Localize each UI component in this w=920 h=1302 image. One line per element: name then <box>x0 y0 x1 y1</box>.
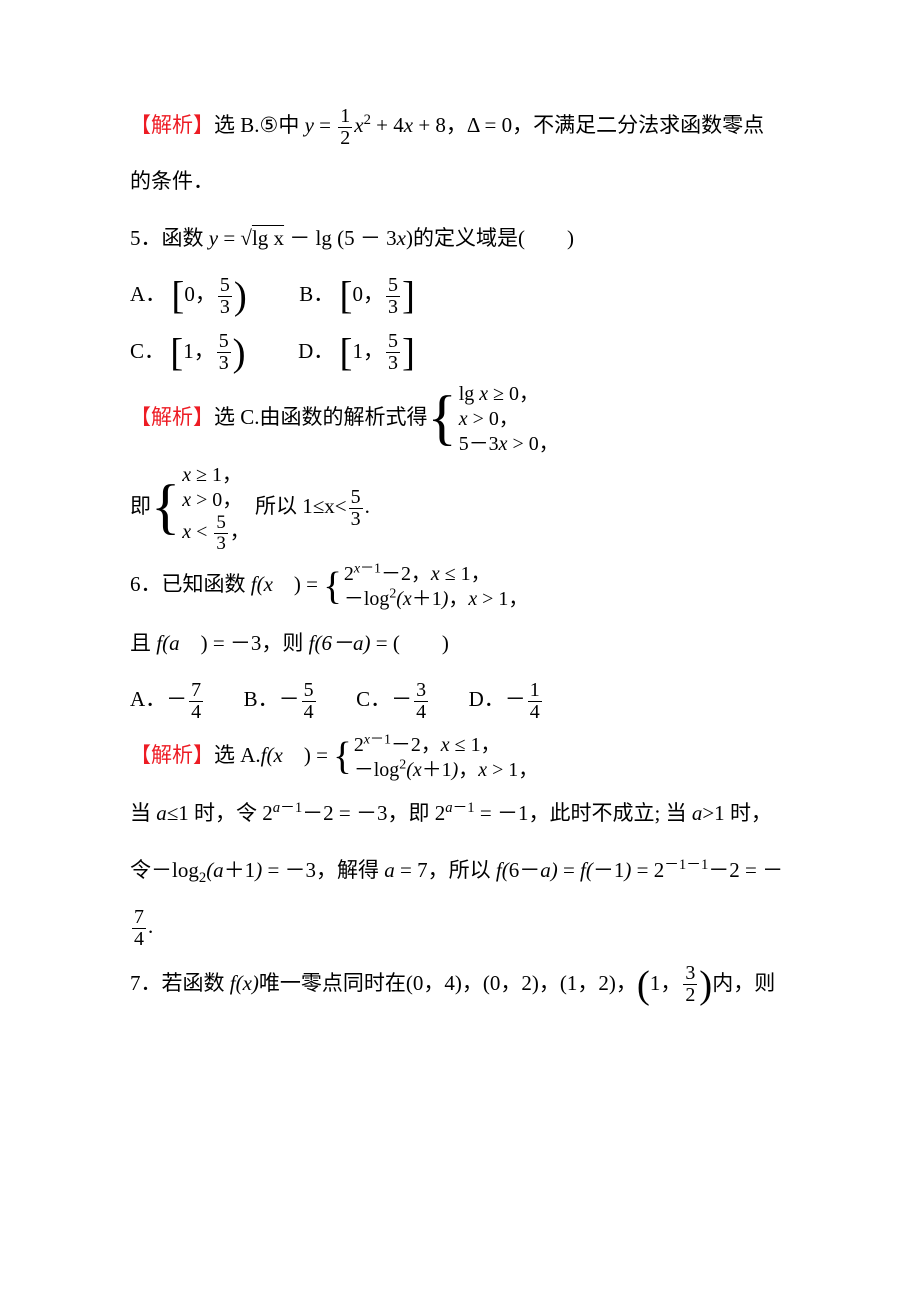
q5-options-row2: C． [1，53) D． [1，53] <box>130 326 805 376</box>
q6-options: A．－74 B．－54 C．－34 D．－14 <box>130 674 805 724</box>
q5-solution-2: 即{ x ≥ 1， x > 0， x < 53， 所以 1≤x<53. <box>130 463 805 554</box>
solution-label: 【解析】 <box>130 743 214 767</box>
q6-solution-1: 【解析】选 A.f(x ) = { 2x－1－2，x ≤ 1， －log2(x＋… <box>130 730 805 782</box>
q5-stem: 5．函数 y = √lg x － lg (5 － 3x)的定义域是( ) <box>130 213 805 263</box>
q4-solution: 【解析】选 B.⑤中 y = 12x2 + 4x + 8，Δ = 0，不满足二分… <box>130 100 805 150</box>
q7-stem: 7．若函数 f(x)唯一零点同时在(0，4)，(0，2)，(1，2)，(1，32… <box>130 958 805 1008</box>
q4-solution-tail: 的条件． <box>130 156 805 206</box>
q6-solution-2: 当 a≤1 时，令 2a－1－2 = －3，即 2a－1 = －1，此时不成立;… <box>130 788 805 838</box>
q5-solution-1: 【解析】选 C.由函数的解析式得{ lg x ≥ 0， x > 0， 5－3x … <box>130 382 805 457</box>
q6-stem: 6．已知函数 f(x ) = { 2x－1－2，x ≤ 1， －log2(x＋1… <box>130 559 805 611</box>
q6-solution-3: 令－log2(a＋1) = －3，解得 a = 7，所以 f(6－a) = f(… <box>130 845 805 895</box>
q5-options-row1: A． [0，53) B． [0，53] <box>130 269 805 319</box>
q6-stem-2: 且 f(a ) = －3，则 f(6－a) = ( ) <box>130 618 805 668</box>
q6-solution-4: 74. <box>130 901 805 951</box>
solution-label: 【解析】 <box>130 405 214 429</box>
solution-label: 【解析】 <box>130 113 214 137</box>
